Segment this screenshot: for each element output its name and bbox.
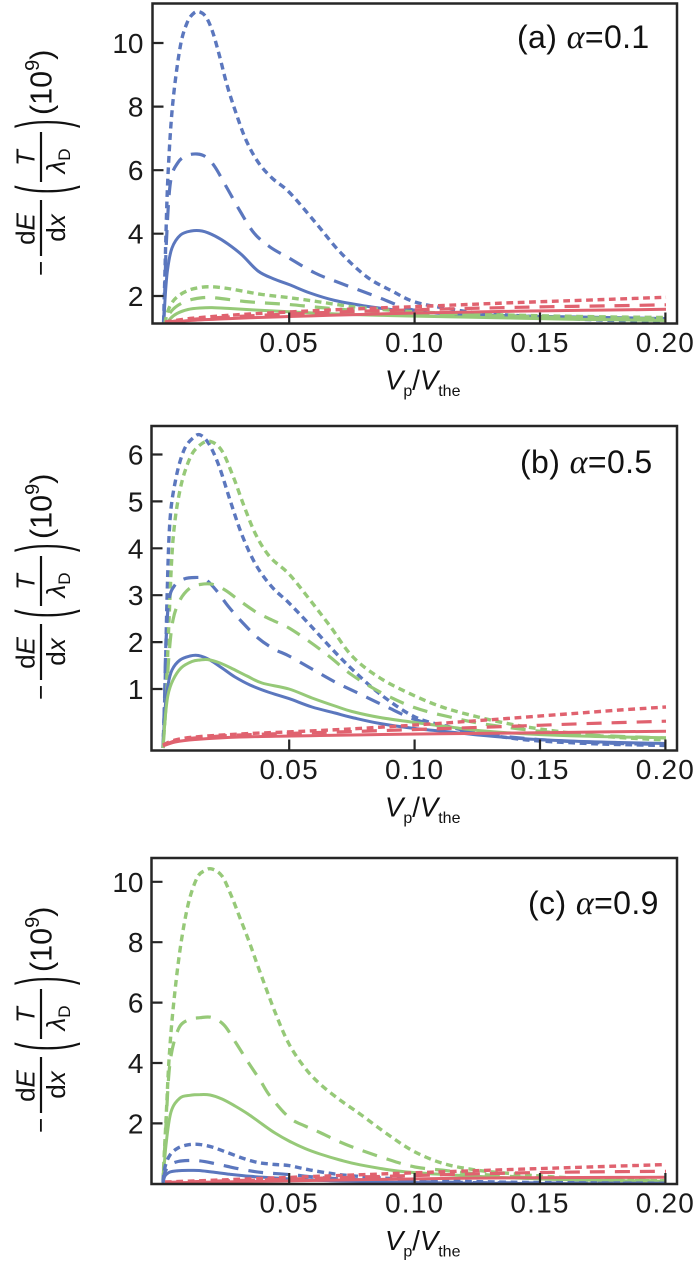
svg-text:): ) <box>3 543 81 552</box>
svg-text:(: ( <box>3 609 81 618</box>
svg-text:(109): (109) <box>22 50 59 115</box>
svg-text:6: 6 <box>128 988 144 1019</box>
svg-text:Vp/Vthe: Vp/Vthe <box>385 792 461 828</box>
svg-text:10: 10 <box>112 867 143 898</box>
svg-text:(: ( <box>3 1042 81 1051</box>
svg-text:0.05: 0.05 <box>260 327 319 358</box>
svg-text:0.20: 0.20 <box>636 1188 695 1219</box>
svg-text:(109): (109) <box>22 907 59 972</box>
svg-text:2: 2 <box>128 281 144 312</box>
svg-text:Vp/Vthe: Vp/Vthe <box>385 365 461 401</box>
svg-text:8: 8 <box>128 92 144 123</box>
svg-text:λD: λD <box>41 148 74 175</box>
svg-text:T: T <box>11 148 41 166</box>
svg-text:(c) α=0.9: (c) α=0.9 <box>528 885 659 922</box>
svg-text:1: 1 <box>128 674 144 705</box>
svg-text:2: 2 <box>128 627 144 658</box>
svg-text:2: 2 <box>128 1108 144 1139</box>
svg-text:6: 6 <box>128 440 144 471</box>
svg-text:T: T <box>11 572 41 590</box>
svg-text:0.10: 0.10 <box>385 754 444 785</box>
svg-text:8: 8 <box>128 927 144 958</box>
svg-text:−: − <box>26 261 56 276</box>
svg-text:4: 4 <box>128 1048 144 1079</box>
svg-text:0.05: 0.05 <box>260 1188 319 1219</box>
svg-text:0.15: 0.15 <box>510 754 569 785</box>
svg-text:0.20: 0.20 <box>636 754 695 785</box>
svg-text:dE: dE <box>11 212 41 244</box>
svg-text:0.10: 0.10 <box>385 1188 444 1219</box>
svg-text:0.15: 0.15 <box>510 327 569 358</box>
svg-text:(: ( <box>3 185 81 194</box>
svg-text:−: − <box>26 1118 56 1133</box>
svg-text:T: T <box>11 1005 41 1023</box>
svg-text:6: 6 <box>128 155 144 186</box>
svg-text:(b) α=0.5: (b) α=0.5 <box>520 444 653 481</box>
svg-text:(109): (109) <box>22 474 59 539</box>
svg-text:dE: dE <box>11 636 41 668</box>
svg-text:dx: dx <box>41 1070 71 1098</box>
svg-text:0.05: 0.05 <box>260 754 319 785</box>
svg-text:−: − <box>26 685 56 700</box>
svg-text:): ) <box>3 976 81 985</box>
svg-text:(a) α=0.1: (a) α=0.1 <box>517 19 650 56</box>
svg-text:0.10: 0.10 <box>385 327 444 358</box>
svg-text:dx: dx <box>41 637 71 665</box>
svg-text:dE: dE <box>11 1069 41 1101</box>
svg-text:4: 4 <box>128 533 144 564</box>
svg-text:λD: λD <box>41 1005 74 1032</box>
svg-text:0.15: 0.15 <box>510 1188 569 1219</box>
svg-text:10: 10 <box>112 28 143 59</box>
svg-text:4: 4 <box>128 219 144 250</box>
svg-text:0.20: 0.20 <box>636 327 695 358</box>
svg-text:): ) <box>3 119 81 128</box>
svg-text:3: 3 <box>128 580 144 611</box>
svg-text:dx: dx <box>41 213 71 241</box>
svg-text:5: 5 <box>128 486 144 517</box>
